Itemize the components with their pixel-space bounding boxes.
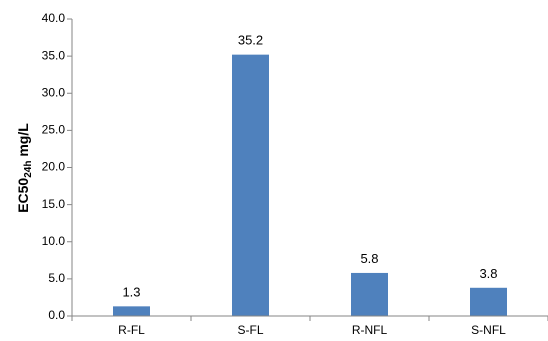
x-tick-label-s-fl: S-FL [237, 323, 263, 337]
x-tick-label-r-fl: R-FL [118, 323, 145, 337]
y-axis-title-unit: mg/L [15, 123, 31, 161]
axes [71, 19, 548, 321]
y-tick-label: 0.0 [48, 308, 65, 322]
data-labels: 1.3 35.2 5.8 3.8 [122, 33, 497, 300]
y-axis-title: EC5024h mg/L [15, 123, 34, 213]
y-tick-label: 40.0 [42, 11, 66, 25]
y-tick-label: 20.0 [42, 160, 66, 174]
data-label-r-nfl: 5.8 [360, 251, 378, 266]
y-tick-label: 35.0 [42, 48, 66, 62]
y-axis-title-main: EC50 [15, 178, 31, 213]
y-tick-label: 25.0 [42, 123, 66, 137]
y-tick-label: 30.0 [42, 85, 66, 99]
data-label-s-nfl: 3.8 [479, 266, 497, 281]
y-tick-label: 10.0 [42, 234, 66, 248]
y-axis-title-subscript: 24h [23, 161, 34, 178]
bar-s-nfl [470, 287, 507, 316]
bar-r-fl [113, 306, 150, 316]
y-tick-label: 5.0 [48, 271, 65, 285]
bar-r-nfl [351, 272, 388, 316]
svg-text:EC5024h mg/L: EC5024h mg/L [15, 123, 34, 213]
y-axis-ticks: 0.0 5.0 10.0 15.0 20.0 25.0 30.0 35.0 40.0 [42, 11, 72, 322]
bars [113, 54, 507, 316]
y-tick-label: 15.0 [42, 197, 66, 211]
x-axis-labels: R-FL S-FL R-NFL S-NFL [118, 323, 506, 337]
data-label-r-fl: 1.3 [122, 284, 140, 299]
bar-s-fl [232, 54, 269, 316]
data-label-s-fl: 35.2 [238, 33, 263, 48]
x-tick-label-s-nfl: S-NFL [471, 323, 506, 337]
x-tick-label-r-nfl: R-NFL [352, 323, 388, 337]
